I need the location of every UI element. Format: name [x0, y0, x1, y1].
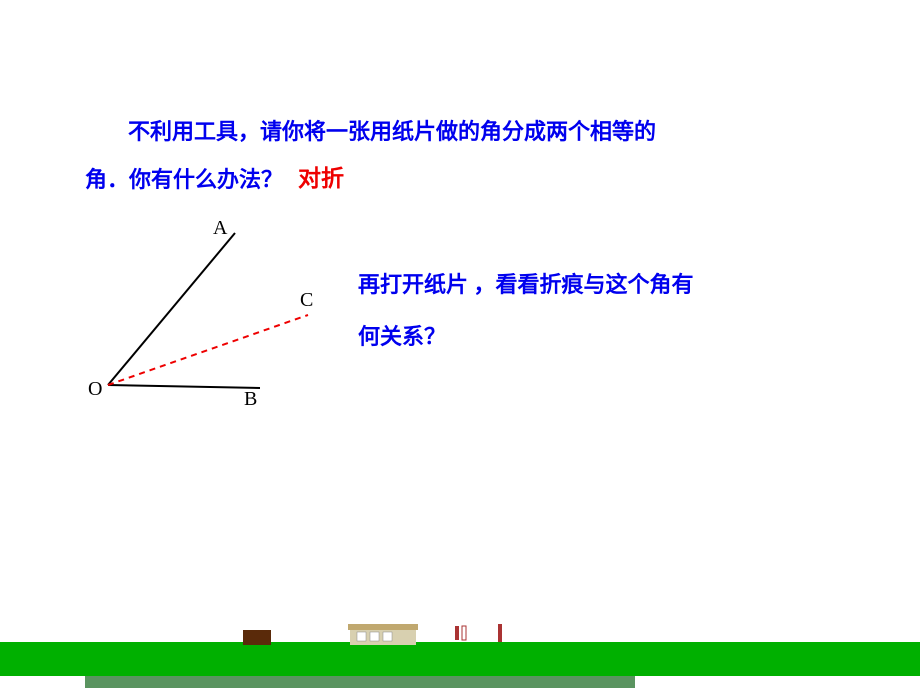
mark-2	[462, 626, 466, 640]
answer-text: 对折	[298, 159, 344, 193]
scene-svg	[0, 600, 920, 690]
grass-bright	[0, 642, 920, 676]
label-b: B	[244, 388, 257, 411]
label-c: C	[300, 289, 313, 312]
footer-scene	[0, 600, 920, 690]
followup-line-2: 何关系？	[358, 313, 446, 361]
question-line-2: 角．你有什么办法？	[85, 156, 283, 204]
house-2-window-1	[357, 632, 366, 641]
angle-svg	[90, 220, 340, 410]
mark-3	[498, 624, 502, 642]
house-2-roof	[348, 624, 418, 630]
house-1	[243, 630, 271, 645]
angle-diagram: A B C O	[90, 220, 340, 410]
house-2-window-2	[370, 632, 379, 641]
house-2-window-3	[383, 632, 392, 641]
ray-ob	[108, 385, 260, 388]
label-o: O	[88, 378, 102, 401]
followup-line-1: 再打开纸片 ，看看折痕与这个角有	[358, 261, 694, 309]
question-line-1: 不利用工具，请你将一张用纸片做的角分成两个相等的	[128, 108, 656, 156]
mark-1	[455, 626, 459, 640]
label-a: A	[213, 217, 227, 240]
